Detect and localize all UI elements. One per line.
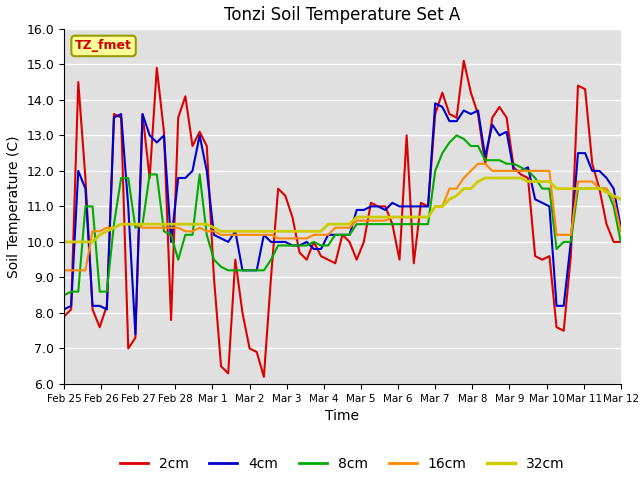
2cm — [617, 239, 625, 245]
4cm — [217, 236, 225, 241]
2cm — [388, 221, 396, 227]
8cm — [60, 292, 68, 298]
32cm — [289, 228, 296, 234]
8cm — [289, 242, 296, 248]
Text: TZ_fmet: TZ_fmet — [75, 39, 132, 52]
16cm — [289, 236, 296, 241]
4cm — [431, 100, 439, 106]
2cm — [260, 374, 268, 380]
16cm — [381, 218, 389, 224]
Legend: 2cm, 4cm, 8cm, 16cm, 32cm: 2cm, 4cm, 8cm, 16cm, 32cm — [115, 451, 570, 477]
32cm — [481, 175, 489, 181]
8cm — [381, 221, 389, 227]
Line: 16cm: 16cm — [64, 164, 621, 270]
16cm — [282, 236, 289, 241]
X-axis label: Time: Time — [325, 409, 360, 423]
16cm — [196, 225, 204, 230]
Line: 8cm: 8cm — [64, 135, 621, 295]
4cm — [481, 154, 489, 159]
16cm — [474, 161, 482, 167]
32cm — [381, 214, 389, 220]
Line: 2cm: 2cm — [64, 61, 621, 377]
16cm — [617, 228, 625, 234]
2cm — [196, 129, 204, 135]
8cm — [196, 171, 204, 177]
2cm — [481, 161, 489, 167]
4cm — [617, 225, 625, 230]
Y-axis label: Soil Temperature (C): Soil Temperature (C) — [7, 135, 21, 277]
8cm — [474, 143, 482, 149]
32cm — [467, 186, 475, 192]
16cm — [60, 267, 68, 273]
16cm — [210, 228, 218, 234]
4cm — [296, 242, 303, 248]
4cm — [388, 200, 396, 206]
8cm — [210, 257, 218, 263]
2cm — [60, 313, 68, 319]
8cm — [282, 242, 289, 248]
Line: 4cm: 4cm — [64, 103, 621, 334]
4cm — [60, 307, 68, 312]
2cm — [296, 250, 303, 255]
32cm — [282, 228, 289, 234]
4cm — [289, 242, 296, 248]
32cm — [210, 225, 218, 230]
16cm — [467, 168, 475, 174]
2cm — [210, 275, 218, 280]
8cm — [452, 132, 460, 138]
2cm — [460, 58, 468, 64]
4cm — [203, 168, 211, 174]
32cm — [617, 196, 625, 202]
32cm — [60, 239, 68, 245]
2cm — [289, 214, 296, 220]
Line: 32cm: 32cm — [64, 178, 621, 242]
32cm — [196, 221, 204, 227]
Title: Tonzi Soil Temperature Set A: Tonzi Soil Temperature Set A — [224, 6, 461, 24]
4cm — [132, 331, 140, 337]
8cm — [617, 239, 625, 245]
